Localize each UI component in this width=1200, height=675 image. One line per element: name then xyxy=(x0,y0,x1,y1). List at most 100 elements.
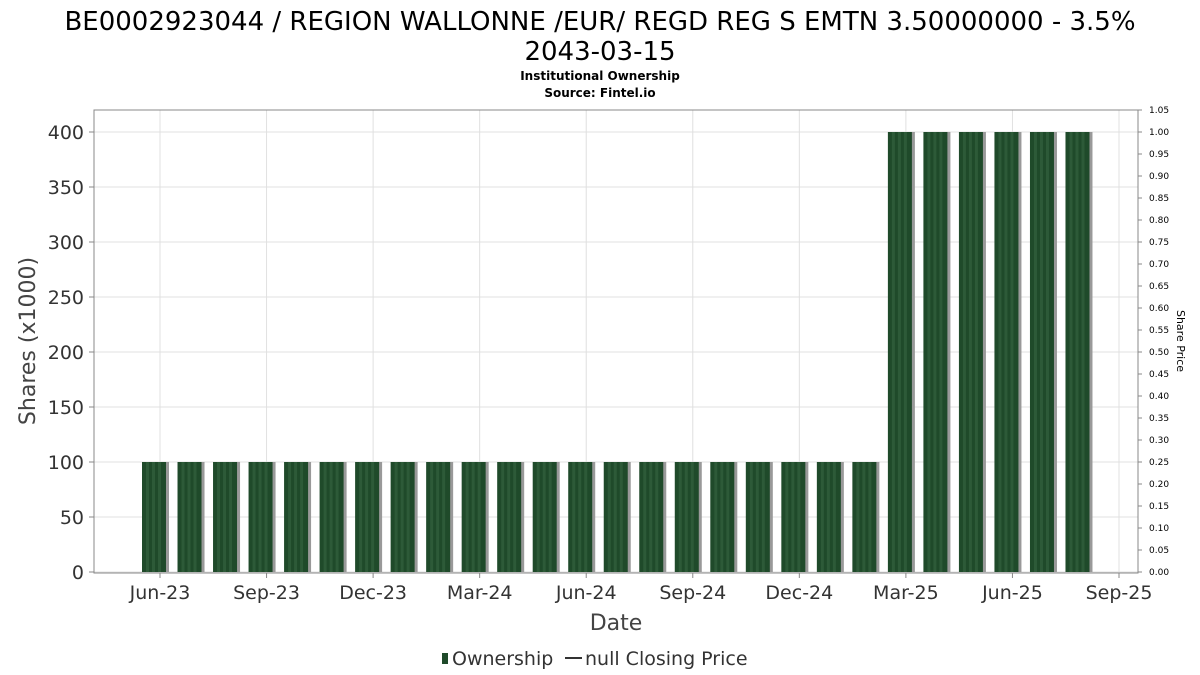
y-tick-label: 300 xyxy=(48,232,84,254)
y2-tick-label: 0.95 xyxy=(1149,150,1169,160)
bar-stripe xyxy=(1039,132,1043,572)
y2-axis-label: Share Price xyxy=(1174,310,1187,372)
bar-stripe xyxy=(619,462,623,572)
bar-stripe xyxy=(1069,132,1073,572)
legend-price: null Closing Price xyxy=(585,648,748,670)
bar-stripe xyxy=(193,462,197,572)
chart-subtitle: Institutional Ownership xyxy=(520,69,680,83)
x-tick-label: Jun-25 xyxy=(981,582,1043,604)
bar-stripe xyxy=(897,132,901,572)
bar-stripe xyxy=(891,132,895,572)
x-tick-label: Jun-23 xyxy=(129,582,191,604)
y2-tick-label: 0.30 xyxy=(1149,436,1169,446)
bar-stripe xyxy=(436,462,440,572)
bar-stripe xyxy=(329,462,333,572)
chart-title-line2: 2043-03-15 xyxy=(524,37,675,67)
bar-stripe xyxy=(968,132,972,572)
bar-stripe xyxy=(536,462,540,572)
bar-stripe xyxy=(927,132,931,572)
x-tick-label: Mar-25 xyxy=(873,582,939,604)
bar-stripe xyxy=(542,462,546,572)
bar-stripe xyxy=(152,462,155,572)
legend-ownership: Ownership xyxy=(452,648,553,670)
bar-stripe xyxy=(933,132,937,572)
bar-stripe xyxy=(684,462,688,572)
x-tick-label: Sep-23 xyxy=(233,582,300,604)
bar-stripe xyxy=(229,462,233,572)
y2-tick-label: 0.10 xyxy=(1149,524,1169,534)
bar-stripe xyxy=(690,462,694,572)
bar-stripe xyxy=(1010,132,1014,572)
y2-tick-label: 0.25 xyxy=(1149,458,1169,468)
bar-stripe xyxy=(1033,132,1037,572)
y2-tick-label: 0.05 xyxy=(1149,546,1169,556)
y-tick-label: 400 xyxy=(48,122,84,144)
bar-stripe xyxy=(826,462,830,572)
bar-stripe xyxy=(862,462,866,572)
bar-stripe xyxy=(578,462,582,572)
y2-tick-label: 0.35 xyxy=(1149,414,1169,424)
bar-stripe xyxy=(406,462,410,572)
x-tick-label: Dec-23 xyxy=(339,582,407,604)
bar-stripe xyxy=(359,462,363,572)
bar-stripe xyxy=(294,462,298,572)
bar-stripe xyxy=(513,462,517,572)
y2-tick-label: 0.50 xyxy=(1149,348,1169,358)
bar-stripe xyxy=(477,462,481,572)
x-tick-label: Sep-25 xyxy=(1086,582,1153,604)
bar-stripe xyxy=(1004,132,1008,572)
bar-stripe xyxy=(939,132,943,572)
bar-stripe xyxy=(217,462,221,572)
bar-stripe xyxy=(820,462,824,572)
bar-stripe xyxy=(258,462,262,572)
bar-stripe xyxy=(655,462,659,572)
bar-stripe xyxy=(998,132,1002,572)
bar-stripe xyxy=(643,462,647,572)
bar-stripe xyxy=(146,462,149,572)
y2-tick-label: 0.70 xyxy=(1149,260,1169,270)
bar-stripe xyxy=(264,462,268,572)
bar-stripe xyxy=(1081,132,1085,572)
legend-ownership-swatch xyxy=(442,653,448,664)
bar-stripe xyxy=(714,462,718,572)
bar-stripe xyxy=(548,462,552,572)
y2-tick-label: 0.75 xyxy=(1149,238,1169,248)
bar-stripe xyxy=(755,462,759,572)
y2-tick-label: 0.40 xyxy=(1149,392,1169,402)
bar-stripe xyxy=(962,132,966,572)
bar-stripe xyxy=(613,462,617,572)
bar-stripe xyxy=(181,462,185,572)
chart-source: Source: Fintel.io xyxy=(544,86,655,100)
y-tick-label: 100 xyxy=(48,452,84,474)
bar-stripe xyxy=(187,462,191,572)
bar-stripe xyxy=(1075,132,1079,572)
bar-stripe xyxy=(572,462,576,572)
bar-stripe xyxy=(678,462,682,572)
y2-tick-label: 0.15 xyxy=(1149,502,1169,512)
y2-tick-label: 1.05 xyxy=(1149,106,1169,116)
bar-stripe xyxy=(584,462,588,572)
y2-tick-label: 1.00 xyxy=(1149,128,1169,138)
bar-stripe xyxy=(471,462,475,572)
x-tick-label: Jun-24 xyxy=(555,582,617,604)
y-tick-label: 200 xyxy=(48,342,84,364)
bar-stripe xyxy=(252,462,256,572)
bar-stripe xyxy=(371,462,375,572)
bar-stripe xyxy=(335,462,339,572)
bar-stripe xyxy=(903,132,907,572)
bar-stripe xyxy=(868,462,872,572)
y-tick-label: 350 xyxy=(48,177,84,199)
legend: Ownership null Closing Price xyxy=(442,648,748,670)
chart-title: BE0002923044 / REGION WALLONNE /EUR/ REG… xyxy=(64,7,1135,37)
bar-stripe xyxy=(649,462,653,572)
y2-tick-label: 0.80 xyxy=(1149,216,1169,226)
bar-stripe xyxy=(785,462,789,572)
x-tick-label: Sep-24 xyxy=(659,582,726,604)
bar-stripe xyxy=(791,462,795,572)
bar-stripe xyxy=(400,462,404,572)
y-tick-label: 250 xyxy=(48,287,84,309)
bar-stripe xyxy=(726,462,730,572)
y-tick-label: 50 xyxy=(60,507,84,529)
y-tick-label: 0 xyxy=(72,562,84,584)
